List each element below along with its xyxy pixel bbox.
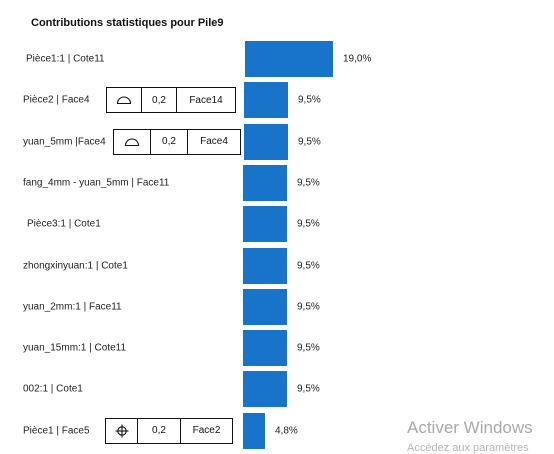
value-label: 19,0% [343,53,372,65]
bar [243,288,287,325]
tolerance-value: 0,2 [137,418,180,443]
datum-reference: Face4 [187,129,240,154]
value-label: 9,5% [297,342,320,354]
value-label: 4,8% [275,425,298,437]
bar [243,206,287,243]
tolerance-value: 0,2 [150,129,187,154]
category-label: yuan_2mm:1 | Face11 [23,301,122,313]
profile-surface-icon [114,130,150,154]
chart-row: Pièce1:1 | Cote11 19,0% [0,41,554,77]
value-label: 9,5% [297,301,320,313]
chart-row: 002:1 | Cote1 9,5% [0,371,554,408]
chart-row: Pièce3:1 | Cote1 9,5% [0,206,554,243]
bar [243,164,287,201]
bar [245,41,333,77]
position-icon [106,419,137,443]
bar [243,330,287,367]
category-label: Pièce2 | Face4 [23,94,90,106]
bar [243,371,287,408]
value-label: 9,5% [298,94,321,106]
value-label: 9,5% [297,218,320,230]
datum-reference: Face14 [176,88,235,113]
bar [244,123,288,160]
category-label: yuan_15mm:1 | Cote11 [23,342,127,354]
value-label: 9,5% [297,260,320,271]
bar [244,82,288,119]
windows-activation-watermark: Activer Windows [407,418,533,437]
chart-row: yuan_15mm:1 | Cote11 9,5% [0,330,554,367]
profile-surface-icon [107,88,141,112]
tolerance-frame: 0,2 Face14 [106,87,236,114]
chart-row: yuan_2mm:1 | Face11 9,5% [0,288,554,325]
value-label: 9,5% [297,177,320,189]
bar [243,247,287,284]
windows-activation-watermark-sub: Accédez aux paramètres [407,442,529,454]
chart-row: fang_4mm - yuan_5mm | Face11 9,5% [0,164,554,201]
value-label: 9,5% [297,383,320,395]
category-label: 002:1 | Cote1 [23,383,83,395]
chart-row: zhongxinyuan:1 | Cote1 9,5% [0,247,554,284]
category-label: Pièce1:1 | Cote11 [26,53,105,65]
tolerance-value: 0,2 [141,88,176,113]
category-label: yuan_5mm |Face4 [23,136,106,148]
chart-title: Contributions statistiques pour Pile9 [31,17,224,29]
value-label: 9,5% [298,136,321,148]
category-label: zhongxinyuan:1 | Cote1 [23,260,128,271]
tolerance-frame: 0,2 Face4 [113,128,241,155]
chart-row: Pièce1 | Face5 0,2 Face2 4,8% [0,412,554,449]
category-label: Pièce1 | Face5 [23,425,90,437]
chart-row: yuan_5mm |Face4 0,2 Face4 9,5% [0,123,554,160]
category-label: Pièce3:1 | Cote1 [27,218,101,230]
datum-reference: Face2 [180,418,232,443]
bar [243,412,265,449]
chart-row: Pièce2 | Face4 0,2 Face14 9,5% [0,82,554,119]
category-label: fang_4mm - yuan_5mm | Face11 [23,177,170,189]
tolerance-frame: 0,2 Face2 [105,417,233,444]
